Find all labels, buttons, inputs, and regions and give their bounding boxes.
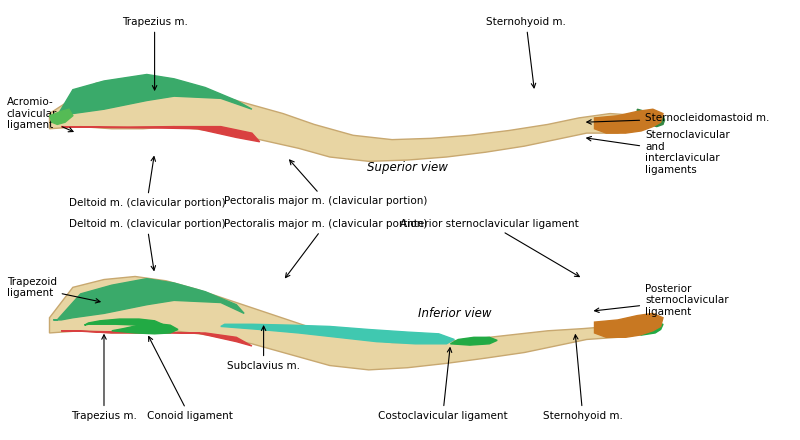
Text: Trapezius m.: Trapezius m. xyxy=(122,17,187,90)
Text: Sternohyoid m.: Sternohyoid m. xyxy=(486,17,566,88)
Text: Sternocleidomastoid m.: Sternocleidomastoid m. xyxy=(587,113,770,124)
Polygon shape xyxy=(594,109,663,133)
Text: Trapezius m.: Trapezius m. xyxy=(71,335,137,421)
Text: Posterior
sternoclavicular
ligament: Posterior sternoclavicular ligament xyxy=(594,284,729,317)
Text: Inferior view: Inferior view xyxy=(418,307,491,320)
Text: Acromio-
clavicular
ligament: Acromio- clavicular ligament xyxy=(6,97,73,132)
Polygon shape xyxy=(50,109,73,125)
Polygon shape xyxy=(626,322,663,335)
Text: Superior view: Superior view xyxy=(367,161,448,174)
Polygon shape xyxy=(61,331,252,346)
Polygon shape xyxy=(50,77,661,161)
Text: Trapezoid
ligament: Trapezoid ligament xyxy=(6,276,100,303)
Polygon shape xyxy=(61,127,260,142)
Text: Sternohyoid m.: Sternohyoid m. xyxy=(543,335,622,421)
Polygon shape xyxy=(450,337,497,345)
Text: Sternoclavicular
and
interclavicular
ligaments: Sternoclavicular and interclavicular lig… xyxy=(586,130,730,175)
Polygon shape xyxy=(54,74,252,116)
Text: Subclavius m.: Subclavius m. xyxy=(227,326,300,371)
Text: Costoclavicular ligament: Costoclavicular ligament xyxy=(378,348,507,421)
Text: Conoid ligament: Conoid ligament xyxy=(146,337,233,421)
Text: Deltoid m. (clavicular portion): Deltoid m. (clavicular portion) xyxy=(69,157,225,208)
Polygon shape xyxy=(594,313,663,337)
Text: Pectoralis major m. (clavicular portion): Pectoralis major m. (clavicular portion) xyxy=(224,160,427,206)
Polygon shape xyxy=(50,276,661,370)
Text: Pectoralis major m. (clavicular portion): Pectoralis major m. (clavicular portion) xyxy=(224,219,427,278)
Polygon shape xyxy=(112,323,178,334)
Text: Anterior sternoclavicular ligament: Anterior sternoclavicular ligament xyxy=(400,219,579,277)
Polygon shape xyxy=(85,319,162,326)
Polygon shape xyxy=(221,324,454,344)
Polygon shape xyxy=(54,279,244,320)
Text: Deltoid m. (clavicular portion): Deltoid m. (clavicular portion) xyxy=(69,219,225,270)
Polygon shape xyxy=(638,109,665,127)
